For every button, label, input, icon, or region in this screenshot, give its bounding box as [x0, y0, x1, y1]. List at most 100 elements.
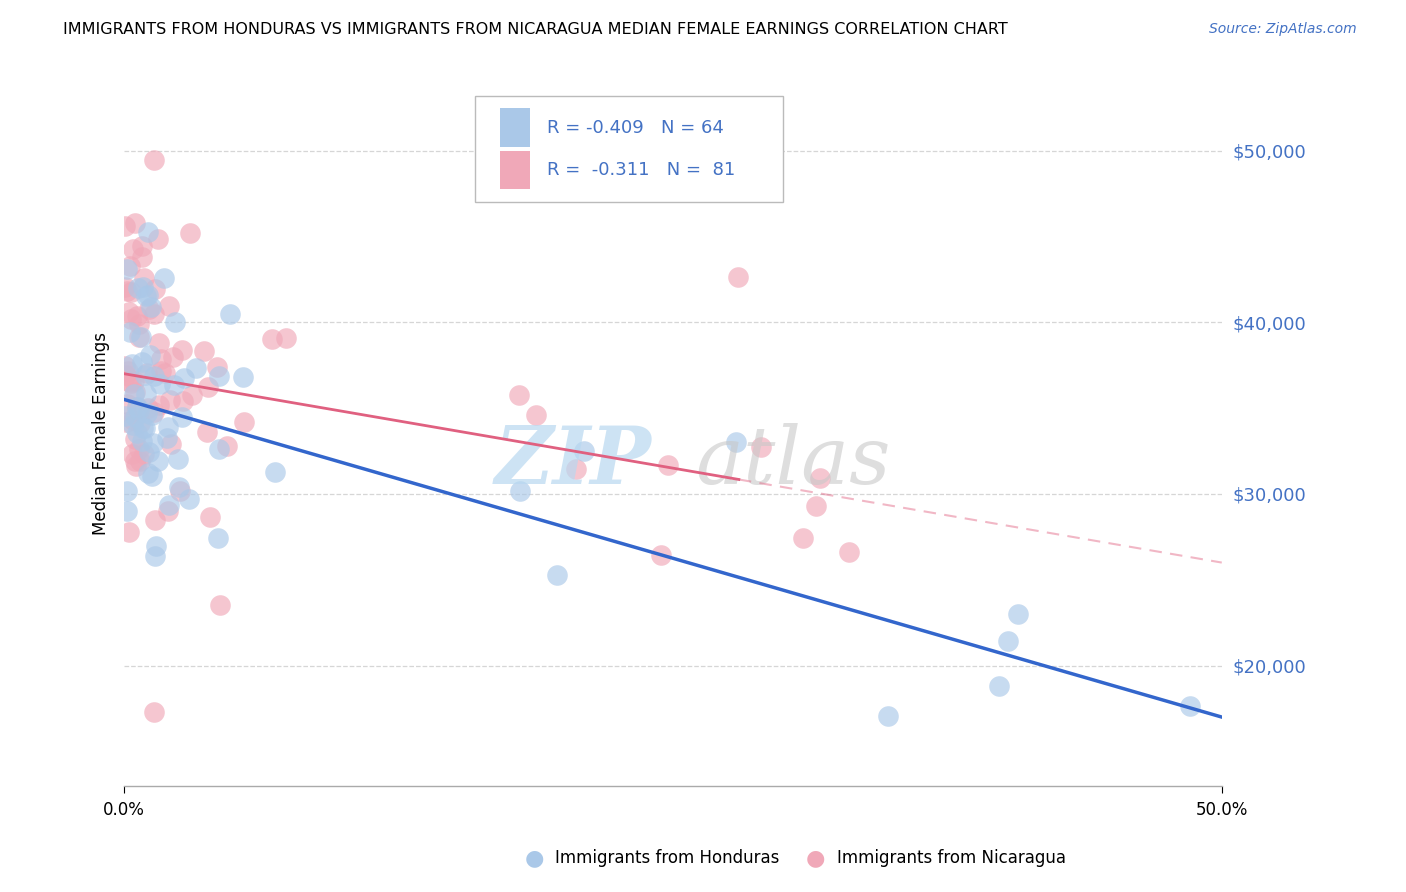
Text: R =  -0.311   N =  81: R = -0.311 N = 81: [547, 161, 735, 179]
Point: [155, 366, 177, 380]
Point: [121, 447, 143, 461]
Point: [117, 374, 139, 388]
Point: [124, 453, 146, 467]
Point: [132, 421, 155, 435]
Point: [120, 311, 142, 326]
Point: [138, 445, 160, 459]
Point: [128, 416, 150, 430]
Point: [727, 270, 749, 285]
Point: [650, 548, 672, 562]
Point: [121, 357, 143, 371]
Y-axis label: Median Female Earnings: Median Female Earnings: [93, 333, 110, 535]
Point: [232, 415, 254, 429]
Point: [125, 400, 148, 414]
Point: [117, 397, 139, 411]
Point: [138, 301, 160, 316]
Point: [131, 355, 153, 369]
Point: [208, 442, 231, 456]
Point: [181, 388, 204, 402]
Point: [177, 492, 200, 507]
Point: [657, 458, 679, 472]
Point: [122, 243, 145, 257]
Point: [127, 309, 149, 323]
Point: [136, 406, 159, 420]
Point: [118, 259, 141, 273]
Point: [172, 394, 194, 409]
Point: [160, 437, 183, 451]
Point: [131, 330, 153, 344]
Point: [148, 398, 170, 412]
Point: [749, 440, 772, 454]
Point: [118, 325, 141, 339]
Point: [546, 567, 568, 582]
Point: [163, 315, 186, 329]
Point: [565, 462, 588, 476]
Point: [156, 420, 179, 434]
Point: [115, 484, 138, 499]
Point: [209, 598, 232, 612]
Point: [142, 153, 165, 168]
Point: [122, 418, 145, 433]
Point: [162, 350, 184, 364]
Point: [193, 344, 215, 359]
Text: ZIP: ZIP: [494, 423, 651, 500]
Point: [114, 279, 136, 293]
Text: Source: ZipAtlas.com: Source: ZipAtlas.com: [1209, 22, 1357, 37]
Point: [838, 545, 860, 559]
Bar: [499, 108, 530, 147]
Point: [118, 524, 141, 539]
Point: [115, 368, 138, 383]
Point: [143, 282, 166, 296]
Point: [170, 410, 193, 425]
Point: [159, 392, 181, 407]
Point: [215, 439, 238, 453]
Point: [131, 251, 153, 265]
Point: [118, 305, 141, 319]
Point: [157, 498, 180, 512]
Point: [149, 364, 172, 378]
Point: [988, 679, 1011, 693]
Point: [128, 330, 150, 344]
Text: Immigrants from Nicaragua: Immigrants from Nicaragua: [837, 849, 1066, 867]
Point: [153, 271, 176, 285]
Point: [125, 425, 148, 440]
Point: [155, 431, 177, 445]
Point: [115, 284, 138, 298]
Point: [143, 513, 166, 527]
Point: [197, 379, 219, 393]
Point: [1180, 699, 1202, 714]
Point: [1007, 607, 1029, 622]
Point: [120, 376, 142, 390]
Point: [131, 279, 153, 293]
Point: [139, 348, 162, 362]
Point: [125, 459, 148, 474]
Point: [129, 454, 152, 468]
Point: [136, 288, 159, 302]
Point: [508, 388, 530, 402]
Point: [146, 232, 169, 246]
Point: [114, 219, 136, 233]
Point: [114, 415, 136, 429]
Point: [122, 374, 145, 388]
Point: [124, 432, 146, 446]
Point: [184, 361, 207, 376]
Point: [157, 299, 180, 313]
Point: [148, 336, 170, 351]
Text: IMMIGRANTS FROM HONDURAS VS IMMIGRANTS FROM NICARAGUA MEDIAN FEMALE EARNINGS COR: IMMIGRANTS FROM HONDURAS VS IMMIGRANTS F…: [63, 22, 1008, 37]
Point: [172, 343, 194, 358]
Point: [134, 368, 156, 383]
Point: [143, 405, 166, 419]
Point: [169, 484, 191, 499]
Point: [115, 262, 138, 277]
Point: [166, 451, 188, 466]
Point: [134, 421, 156, 435]
Bar: [499, 151, 530, 189]
Point: [142, 436, 165, 450]
Point: [131, 238, 153, 252]
Point: [125, 401, 148, 415]
Point: [195, 425, 218, 439]
Point: [146, 454, 169, 468]
Point: [114, 359, 136, 373]
Point: [725, 434, 748, 449]
Point: [205, 360, 228, 375]
